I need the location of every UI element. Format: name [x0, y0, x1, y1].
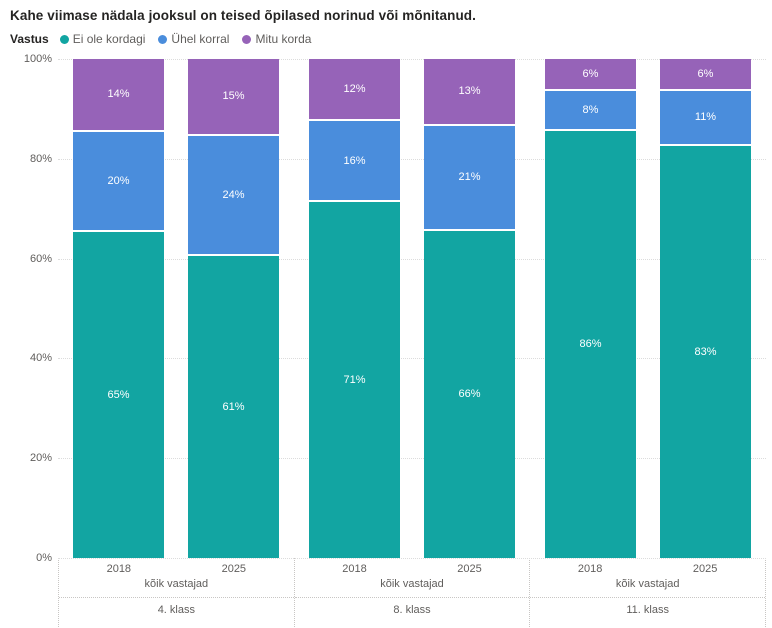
bar-segment-mitu-korda-8-klass-2018[interactable]: 12% — [309, 59, 400, 120]
y-axis-tick-80: 80% — [29, 152, 52, 165]
bar-segment-data-label: 14% — [107, 88, 130, 101]
bar-segment-data-label: 83% — [694, 345, 717, 358]
gridline-40 — [58, 358, 766, 360]
gridline-20 — [58, 458, 766, 460]
legend-dot-icon — [158, 34, 168, 44]
gridline-0 — [58, 558, 766, 559]
bar-segment-mitu-korda-4-klass-2025[interactable]: 15% — [188, 59, 279, 134]
bar-segment-data-label: 16% — [343, 154, 366, 167]
year-label-8-klass-2018: 2018 — [342, 563, 367, 575]
legend-item-ei-ole-kordagi[interactable]: Ei ole kordagi — [59, 32, 146, 46]
year-label-11-klass-2018: 2018 — [577, 563, 603, 575]
plot-area: 14% 20% 65% 15% 24% 61% 12% 16% 71% 13% 21% 66% 6% 8%… — [58, 59, 766, 559]
respondent-label-11-klass: kõik vastajad — [615, 578, 680, 590]
bar-segment-mitu-korda-11-klass-2025[interactable]: 6% — [660, 59, 751, 89]
bar-segment-uhel-korral-11-klass-2018[interactable]: 8% — [545, 88, 636, 129]
x-axis-group-8-klass: 2018 2025 kõik vastajad 8. klass — [293, 558, 530, 627]
bar-4-klass-2025: 15% 24% 61% — [188, 59, 279, 558]
bar-segment-data-label: 71% — [343, 374, 366, 387]
x-axis-spacer — [10, 558, 58, 627]
year-labels-4-klass: 2018 2025 — [59, 558, 294, 575]
legend-title: Vastus — [10, 32, 49, 46]
y-axis-tick-100: 100% — [23, 53, 52, 65]
bar-8-klass-2025: 13% 21% 66% — [424, 59, 515, 558]
bar-segment-ei-ole-kordagi-4-klass-2018[interactable]: 65% — [73, 230, 164, 558]
bar-segment-uhel-korral-8-klass-2018[interactable]: 16% — [309, 119, 400, 201]
bar-segment-ei-ole-kordagi-11-klass-2018[interactable]: 86% — [545, 128, 636, 558]
bar-11-klass-2018: 6% 8% 86% — [545, 59, 636, 558]
bar-segment-ei-ole-kordagi-4-klass-2025[interactable]: 61% — [188, 253, 279, 558]
year-label-8-klass-2025: 2025 — [457, 563, 482, 575]
bar-segment-data-label: 21% — [458, 171, 481, 184]
bar-segment-ei-ole-kordagi-11-klass-2025[interactable]: 83% — [660, 143, 751, 558]
bar-segment-mitu-korda-11-klass-2018[interactable]: 6% — [545, 59, 636, 89]
bar-segment-uhel-korral-4-klass-2025[interactable]: 24% — [188, 133, 279, 254]
bar-segment-data-label: 6% — [582, 67, 599, 80]
bar-segment-data-label: 6% — [697, 67, 714, 80]
bar-segment-mitu-korda-8-klass-2025[interactable]: 13% — [424, 59, 515, 124]
legend: Vastus Ei ole kordagi Ühel korral Mitu kor… — [10, 32, 766, 46]
chart-title: Kahe viimase nädala jooksul on teised õp… — [10, 8, 476, 23]
bar-segment-uhel-korral-4-klass-2018[interactable]: 20% — [73, 129, 164, 231]
bar-8-klass-2018: 12% 16% 71% — [309, 59, 400, 558]
bar-segment-data-label: 61% — [222, 400, 245, 413]
legend-dot-icon — [59, 34, 69, 44]
class-label-11-klass: 11. klass — [530, 597, 766, 627]
year-label-4-klass-2025: 2025 — [221, 563, 247, 575]
y-axis-tick-60: 60% — [29, 252, 52, 265]
bar-group-4-klass: 14% 20% 65% 15% 24% 61% — [58, 59, 294, 558]
chart-body: 100% 80% 60% 40% 20% 0% 14% 20% 65% 15% 24% 61% 12%… — [10, 53, 766, 564]
respondent-label-4-klass: kõik vastajad — [144, 578, 209, 590]
bar-segment-data-label: 24% — [222, 188, 245, 201]
bar-segment-uhel-korral-8-klass-2025[interactable]: 21% — [424, 123, 515, 229]
y-axis-tick-20: 20% — [29, 452, 52, 465]
bar-segment-data-label: 12% — [343, 83, 366, 96]
bar-4-klass-2018: 14% 20% 65% — [73, 59, 164, 558]
year-labels-8-klass: 2018 2025 — [295, 558, 530, 575]
legend-items: Ei ole kordagi Ühel korral Mitu korda — [59, 32, 311, 46]
gridline-60 — [58, 258, 766, 260]
legend-dot-icon — [242, 34, 252, 44]
x-axis: 2018 2025 kõik vastajad 4. klass 2018 2025 kõi… — [10, 558, 767, 627]
year-label-4-klass-2018: 2018 — [106, 563, 132, 575]
bar-segment-data-label: 13% — [458, 85, 481, 98]
bar-11-klass-2025: 6% 11% 83% — [660, 59, 751, 558]
x-axis-group-11-klass: 2018 2025 kõik vastajad 11. klass — [529, 558, 767, 627]
respondent-label-8-klass: kõik vastajad — [380, 578, 444, 590]
gridline-100 — [58, 59, 766, 60]
legend-item-label: Mitu korda — [255, 32, 312, 46]
bar-segment-mitu-korda-4-klass-2018[interactable]: 14% — [73, 59, 164, 130]
legend-item-mitu-korda[interactable]: Mitu korda — [242, 32, 311, 46]
bar-group-11-klass: 6% 8% 86% 6% 11% 83% — [530, 59, 766, 558]
bar-segment-ei-ole-kordagi-8-klass-2018[interactable]: 71% — [309, 200, 400, 558]
legend-item-label: Ühel korral — [171, 32, 230, 46]
bar-groups: 14% 20% 65% 15% 24% 61% 12% 16% 71% 13% 21% 66% 6% 8%… — [58, 59, 766, 558]
y-axis-tick-0: 0% — [36, 552, 52, 564]
bar-segment-data-label: 20% — [107, 174, 130, 187]
year-labels-11-klass: 2018 2025 — [530, 558, 765, 575]
y-axis: 100% 80% 60% 40% 20% 0% — [10, 53, 58, 564]
legend-item-label: Ei ole kordagi — [72, 32, 146, 46]
gridline-80 — [58, 158, 766, 160]
bar-segment-data-label: 8% — [582, 103, 599, 116]
bar-segment-data-label: 65% — [107, 389, 130, 402]
year-label-11-klass-2025: 2025 — [692, 563, 718, 575]
class-label-8-klass: 8. klass — [294, 597, 530, 627]
bar-segment-uhel-korral-11-klass-2025[interactable]: 11% — [660, 88, 751, 144]
legend-item-uhel-korral[interactable]: Ühel korral — [158, 32, 229, 46]
class-label-4-klass: 4. klass — [59, 597, 294, 627]
bar-segment-data-label: 15% — [222, 90, 245, 103]
y-axis-tick-40: 40% — [29, 352, 52, 365]
x-axis-groups: 2018 2025 kõik vastajad 4. klass 2018 2025 kõi… — [58, 558, 767, 627]
x-axis-group-4-klass: 2018 2025 kõik vastajad 4. klass — [58, 558, 294, 627]
bar-segment-data-label: 66% — [458, 388, 481, 401]
bar-group-8-klass: 12% 16% 71% 13% 21% 66% — [294, 59, 530, 558]
bar-segment-ei-ole-kordagi-8-klass-2025[interactable]: 66% — [424, 228, 515, 558]
bar-segment-data-label: 86% — [579, 338, 602, 351]
bar-segment-data-label: 11% — [694, 111, 717, 124]
